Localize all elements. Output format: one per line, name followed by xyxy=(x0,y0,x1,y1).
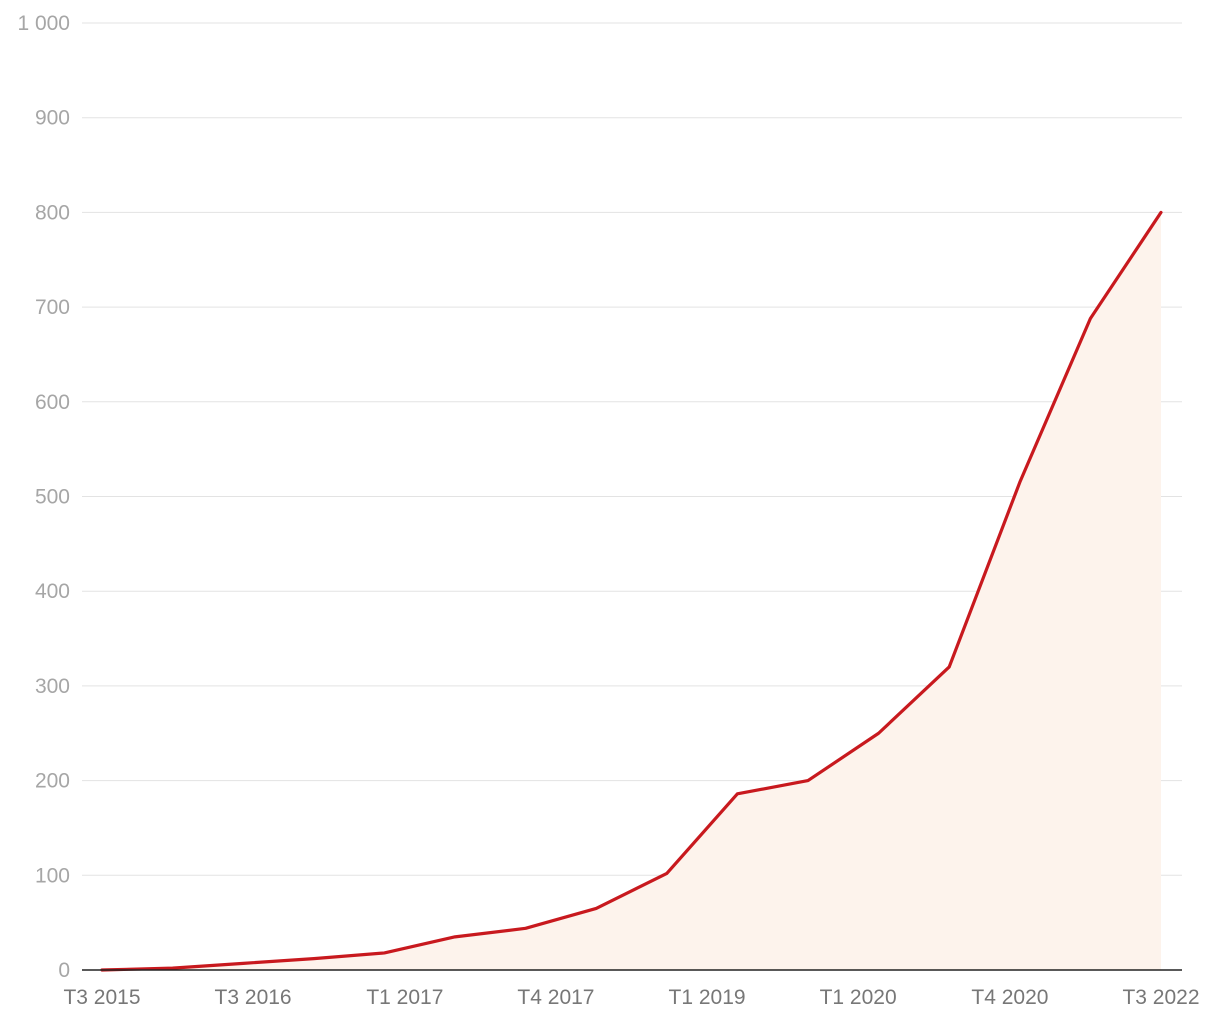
y-tick-label: 900 xyxy=(35,107,70,130)
y-tick-label: 300 xyxy=(35,675,70,698)
x-tick-label: T3 2015 xyxy=(63,986,140,1009)
x-tick-label: T1 2019 xyxy=(669,986,746,1009)
y-tick-label: 1 000 xyxy=(17,12,70,35)
y-tick-label: 100 xyxy=(35,864,70,887)
x-tick-label: T3 2022 xyxy=(1122,986,1199,1009)
y-tick-label: 200 xyxy=(35,770,70,793)
x-tick-label: T3 2016 xyxy=(215,986,292,1009)
y-tick-label: 500 xyxy=(35,486,70,509)
y-tick-label: 600 xyxy=(35,391,70,414)
area-fill-layer xyxy=(102,212,1161,970)
grid xyxy=(82,22,1182,876)
axes: 0 100 200 300 400 500 600 700 800 900 1 000 T3 2015… xyxy=(17,12,1199,1009)
series-line xyxy=(100,210,1163,972)
y-tick-label: 800 xyxy=(35,201,70,224)
y-tick-label: 0 xyxy=(58,959,70,982)
x-tick-label: T1 2017 xyxy=(366,986,443,1009)
y-tick-label: 700 xyxy=(35,296,70,319)
area-fill xyxy=(102,212,1161,970)
x-tick-label: T1 2020 xyxy=(820,986,897,1009)
x-tick-label: T4 2017 xyxy=(517,986,594,1009)
y-tick-label: 400 xyxy=(35,580,70,603)
x-tick-label: T4 2020 xyxy=(971,986,1048,1009)
